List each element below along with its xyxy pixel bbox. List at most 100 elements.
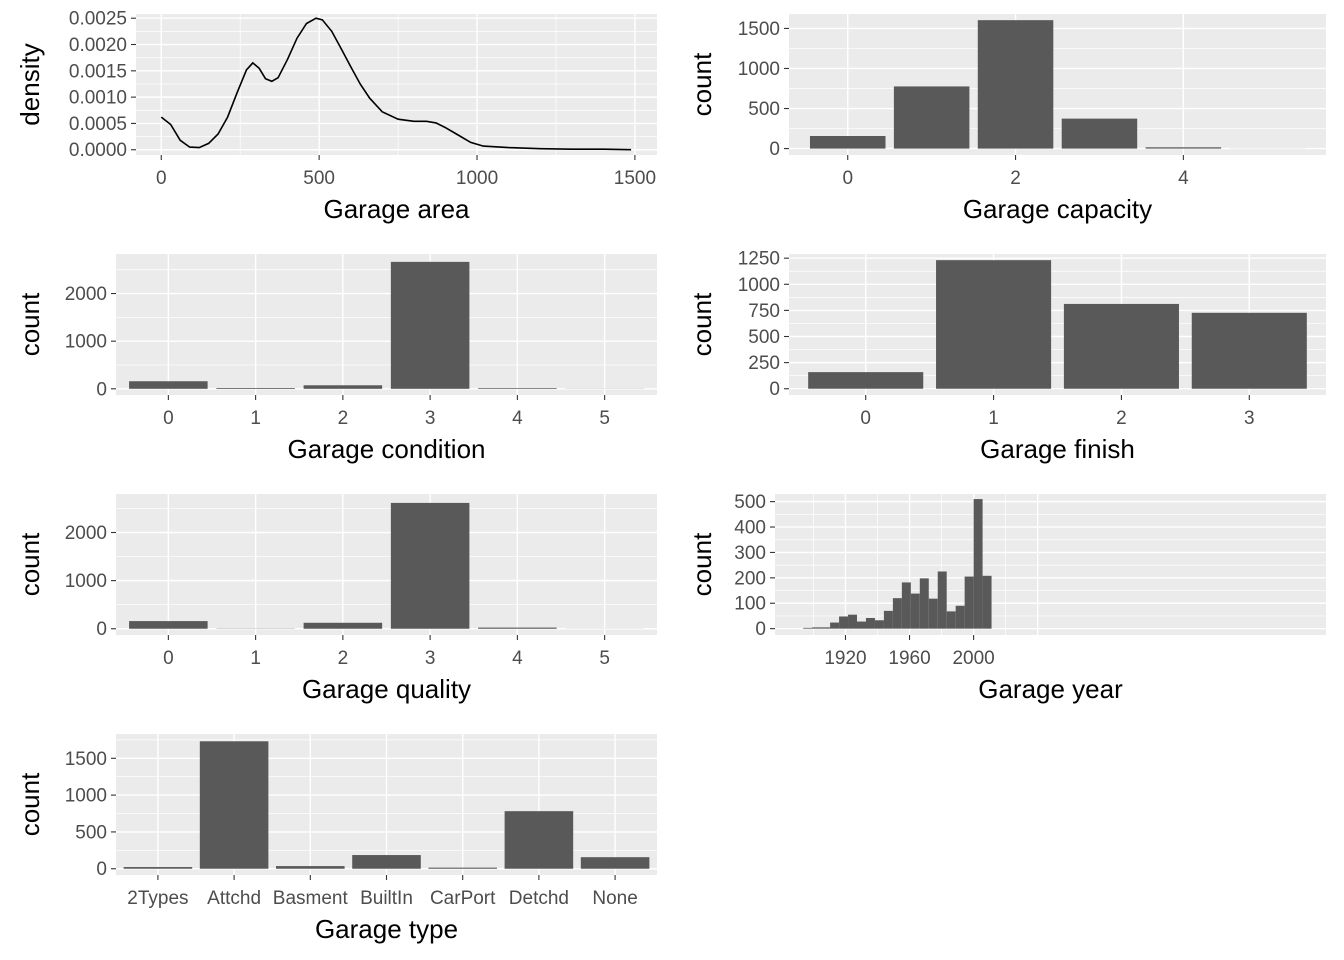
y-tick-label: 0.0005 xyxy=(69,114,127,135)
panel-background xyxy=(116,494,657,635)
x-tick-label: 1960 xyxy=(888,648,930,669)
panel-capacity: 0 500 1000 1500 0 2 4 Garage capacity count xyxy=(687,14,1326,224)
bar-0 xyxy=(809,136,886,149)
x-tick-label: Basment xyxy=(273,888,349,909)
x-tick-label: 5 xyxy=(599,408,610,429)
y-tick-label: 750 xyxy=(748,301,780,322)
x-tick-label: 2 xyxy=(338,408,349,429)
x-tick-label: 500 xyxy=(303,168,335,189)
x-tick-label: 2 xyxy=(338,648,349,669)
x-tick-label: 3 xyxy=(425,408,436,429)
y-tick-label: 500 xyxy=(748,99,780,120)
y-tick-label: 0 xyxy=(96,379,107,400)
histogram-bar xyxy=(892,598,902,629)
histogram-bar xyxy=(857,621,866,629)
bar-3 xyxy=(390,502,470,629)
histogram-bar xyxy=(919,578,929,629)
histogram-bar xyxy=(803,627,813,629)
x-tick-label: 0 xyxy=(163,408,174,429)
x-tick-label: Attchd xyxy=(207,888,261,909)
bar-None xyxy=(580,857,650,869)
x-tick-label: 2 xyxy=(1010,168,1021,189)
x-tick-label: 4 xyxy=(1178,168,1189,189)
bar-BuiltIn xyxy=(352,855,421,869)
bar-2 xyxy=(303,622,383,629)
histogram-bar xyxy=(964,576,974,629)
y-tick-label: 1000 xyxy=(738,59,780,80)
density-line xyxy=(160,17,632,151)
panel-background xyxy=(789,14,1326,155)
y-tick-label: 400 xyxy=(734,518,766,539)
panel-finish: 0 250 500 750 1000 1250 0 1 2 3 Garage finish count xyxy=(687,249,1326,464)
y-axis-title: density xyxy=(15,43,45,125)
x-tick-label: BuiltIn xyxy=(360,888,413,909)
x-axis-title: Garage quality xyxy=(302,674,471,704)
histogram-bar xyxy=(839,616,849,629)
x-tick-label: 1 xyxy=(250,408,261,429)
x-axis-title: Garage year xyxy=(978,674,1123,704)
panel-year: 0 100 200 300 400 500 1920 1960 2000 Garage year c… xyxy=(687,492,1326,704)
histogram-bar xyxy=(830,622,840,629)
bar-1 xyxy=(216,387,295,389)
bar-2 xyxy=(977,20,1054,149)
x-axis-title: Garage condition xyxy=(287,434,485,464)
y-tick-label: 0.0020 xyxy=(69,35,127,56)
x-tick-label: Detchd xyxy=(509,888,569,909)
y-tick-label: 0.0010 xyxy=(69,88,127,109)
x-tick-label: 1920 xyxy=(824,648,866,669)
x-tick-label: 2Types xyxy=(127,888,188,909)
histogram-bar xyxy=(874,620,884,629)
y-tick-label: 2000 xyxy=(65,284,107,305)
x-tick-label: 0 xyxy=(842,168,853,189)
x-tick-label: 0 xyxy=(163,648,174,669)
panel-quality: 0 1000 2000 0 1 2 3 4 5 Garage quality count xyxy=(15,494,657,704)
panel-background xyxy=(116,254,657,395)
y-tick-label: 1000 xyxy=(65,786,107,807)
histogram-bar xyxy=(812,627,822,629)
histogram-bar xyxy=(955,605,965,629)
y-axis-title: count xyxy=(15,772,45,836)
x-tick-label: 1000 xyxy=(456,168,498,189)
bar-4 xyxy=(478,627,557,629)
y-tick-label: 1000 xyxy=(65,332,107,353)
x-tick-label: 1 xyxy=(988,408,999,429)
x-axis-title: Garage capacity xyxy=(963,194,1152,224)
histogram-bar xyxy=(865,617,875,629)
x-tick-label: 2 xyxy=(1116,408,1127,429)
y-tick-label: 0.0000 xyxy=(69,140,127,161)
bar-1 xyxy=(893,86,970,149)
bar-Detchd xyxy=(504,811,574,869)
x-axis-title: Garage type xyxy=(315,914,458,944)
y-tick-label: 0.0015 xyxy=(69,61,127,82)
bar-2 xyxy=(1063,303,1179,389)
x-tick-label: 1 xyxy=(250,648,261,669)
x-tick-label: CarPort xyxy=(430,888,496,909)
x-tick-label: 1500 xyxy=(614,168,656,189)
bar-0 xyxy=(129,621,208,629)
bar-2Types xyxy=(123,867,193,869)
histogram-bar xyxy=(910,593,920,629)
y-tick-label: 1250 xyxy=(738,249,780,270)
y-tick-label: 0 xyxy=(769,379,780,400)
x-tick-label: 3 xyxy=(1244,408,1255,429)
bar-1 xyxy=(936,260,1052,389)
panel-background xyxy=(136,14,657,155)
panel-type: 0 500 1000 1500 2Types Attchd Basment BuiltIn Ca… xyxy=(15,734,657,944)
x-tick-label: None xyxy=(592,888,637,909)
y-axis-title: count xyxy=(15,292,45,356)
x-axis-title: Garage area xyxy=(324,194,471,224)
bar-3 xyxy=(1061,118,1138,149)
histogram-bar xyxy=(946,611,956,629)
x-axis-title: Garage finish xyxy=(980,434,1135,464)
y-tick-label: 0 xyxy=(755,619,766,640)
histogram-bar xyxy=(883,610,893,629)
y-tick-label: 100 xyxy=(734,594,766,615)
bar-CarPort xyxy=(428,867,497,869)
y-axis-title: count xyxy=(687,52,717,116)
y-tick-label: 1000 xyxy=(65,571,107,592)
y-tick-label: 500 xyxy=(75,822,107,843)
x-tick-label: 0 xyxy=(860,408,871,429)
y-tick-label: 0 xyxy=(96,619,107,640)
x-tick-label: 4 xyxy=(512,648,523,669)
y-axis-title: count xyxy=(687,532,717,596)
